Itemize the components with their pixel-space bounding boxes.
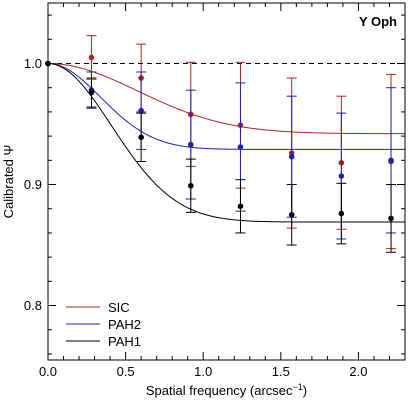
x-axis-label: Spatial frequency (arcsec−1) <box>146 382 307 398</box>
data-point-pah1 <box>237 203 244 210</box>
legend-label-sic: SIC <box>108 300 130 315</box>
data-point-pah1 <box>288 211 295 218</box>
data-point-pah1 <box>88 89 95 96</box>
x-axis-label-exponent: −1 <box>293 382 303 392</box>
data-point-pah2 <box>288 153 295 160</box>
x-axis-label-text: Spatial frequency (arcsec <box>146 383 293 398</box>
model-curve-pah1 <box>47 63 405 223</box>
data-point-pah1 <box>388 215 394 222</box>
data-point-pah2 <box>338 173 345 179</box>
y-tick-label: 1.0 <box>24 56 42 71</box>
data-point-pah1 <box>188 182 194 189</box>
data-point-pah1 <box>138 134 144 141</box>
x-tick-label: 1.0 <box>194 364 212 379</box>
data-point-pah2 <box>138 107 144 114</box>
y-tick-label: 0.9 <box>24 177 42 192</box>
x-axis-label-close: ) <box>303 383 307 398</box>
data-point-sic <box>88 54 95 61</box>
plot-layer: 0.0 0.5 1.0 1.5 2.0 0.8 0.9 1.0 <box>24 3 406 379</box>
legend-label-pah2: PAH2 <box>108 317 141 332</box>
x-tick-label: 0.0 <box>39 364 57 379</box>
data-point-pah2 <box>388 157 394 164</box>
model-curve-pah2 <box>47 63 405 150</box>
plot-frame <box>47 2 406 361</box>
y-tick-label: 0.8 <box>24 298 42 313</box>
data-point-pah2 <box>237 144 244 150</box>
legend: SIC PAH2 PAH1 <box>66 300 141 349</box>
chart-title: Y Oph <box>359 14 397 29</box>
data-point-pah1 <box>338 210 345 217</box>
y-axis-label: Calibrated Ψ <box>1 145 16 219</box>
x-tick-label: 1.5 <box>272 364 290 379</box>
model-curve-sic <box>47 63 405 135</box>
legend-label-pah1: PAH1 <box>108 334 141 349</box>
x-tick-label: 0.5 <box>117 364 135 379</box>
data-point-pah2 <box>188 141 194 148</box>
x-tick-label: 2.0 <box>349 364 367 379</box>
